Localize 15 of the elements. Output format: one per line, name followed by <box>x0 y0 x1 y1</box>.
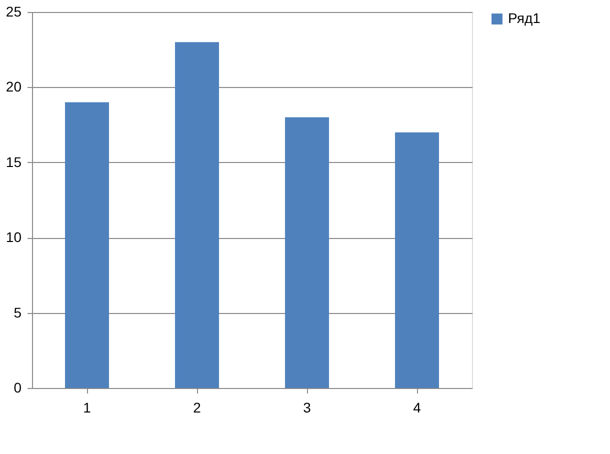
y-tick-label: 15 <box>6 154 22 170</box>
bar <box>65 102 109 388</box>
y-tick-label: 5 <box>14 304 22 320</box>
y-tick-label: 20 <box>6 78 22 95</box>
bar <box>395 132 439 388</box>
x-tick-label: 2 <box>193 400 202 416</box>
y-tick-label: 10 <box>6 229 22 246</box>
bar <box>175 42 219 388</box>
bar <box>285 117 329 388</box>
y-tick-label: 25 <box>6 4 22 20</box>
y-tick-label: 0 <box>14 380 22 396</box>
x-tick-label: 1 <box>83 400 92 416</box>
legend-label: Ряд1 <box>508 10 541 26</box>
x-tick-label: 4 <box>413 400 422 416</box>
x-tick-label: 3 <box>303 400 312 416</box>
